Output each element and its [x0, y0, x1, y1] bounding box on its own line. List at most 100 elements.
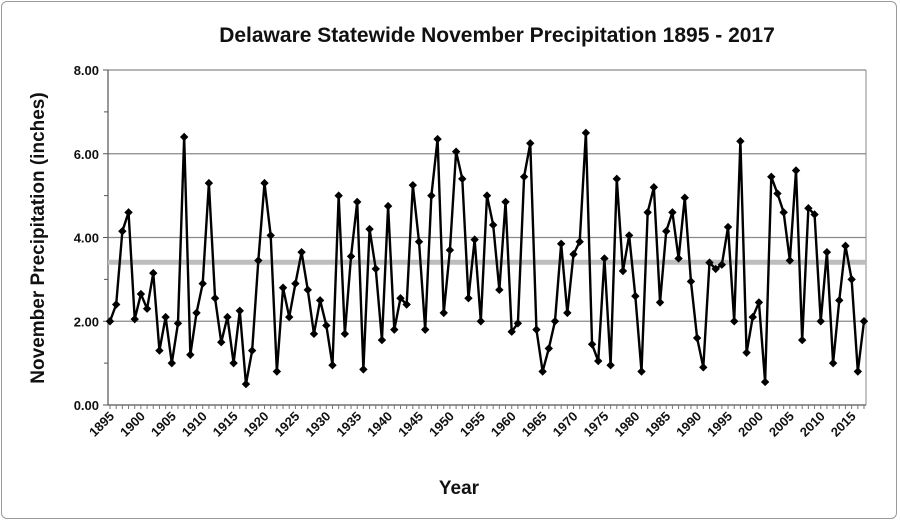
data-point-marker — [322, 321, 331, 330]
x-tick-label: 1935 — [333, 409, 364, 440]
x-tick-label: 1950 — [426, 409, 457, 440]
data-point-marker — [266, 231, 275, 240]
x-tick-label: 1910 — [179, 409, 210, 440]
data-point-marker — [359, 365, 368, 374]
data-point-marker — [779, 208, 788, 217]
data-point-marker — [161, 312, 170, 322]
data-point-marker — [495, 285, 504, 295]
data-point-marker — [124, 208, 133, 217]
data-point-marker — [130, 314, 139, 324]
data-point-marker — [853, 367, 863, 376]
x-tick-label: 1970 — [550, 409, 581, 440]
data-point-marker — [179, 132, 189, 142]
data-point-marker — [507, 327, 516, 336]
data-point-marker — [229, 358, 238, 368]
data-point-marker — [785, 256, 795, 265]
data-point-marker — [649, 183, 659, 192]
data-point-marker — [353, 197, 362, 207]
data-point-marker — [396, 294, 405, 303]
x-tick-label: 1930 — [302, 409, 333, 440]
data-point-marker — [692, 333, 702, 343]
data-point-marker — [637, 367, 646, 376]
data-point-marker — [655, 298, 665, 307]
x-tick-label: 1915 — [210, 409, 241, 440]
data-point-marker — [624, 231, 634, 240]
x-tick-label: 2000 — [735, 409, 766, 440]
data-point-marker — [705, 258, 714, 267]
x-tick-label: 1965 — [519, 409, 550, 440]
x-tick-label: 1980 — [611, 409, 642, 440]
x-tick-label: 1955 — [457, 409, 488, 440]
data-point-marker — [315, 296, 325, 305]
data-point-marker — [105, 317, 115, 326]
data-point-marker — [841, 241, 850, 251]
data-point-marker — [241, 379, 251, 389]
data-point-marker — [118, 227, 127, 236]
x-tick-label: 1905 — [148, 409, 179, 440]
data-point-marker — [458, 174, 467, 184]
data-point-marker — [662, 227, 671, 236]
x-tick-label: 2015 — [828, 409, 859, 440]
data-point-marker — [346, 252, 356, 261]
x-tick-label: 1920 — [241, 409, 272, 440]
data-point-marker — [699, 363, 708, 372]
data-point-marker — [730, 317, 739, 326]
data-point-marker — [612, 174, 621, 184]
data-point-marker — [538, 367, 547, 376]
data-point-marker — [433, 134, 442, 144]
data-point-marker — [427, 191, 436, 200]
data-point-marker — [247, 346, 257, 355]
data-point-marker — [680, 193, 689, 202]
data-point-marker — [736, 136, 745, 146]
data-point-marker — [217, 337, 226, 347]
data-point-marker — [451, 147, 461, 156]
x-tick-label: 1960 — [488, 409, 519, 440]
data-point-marker — [173, 319, 183, 328]
data-point-marker — [365, 224, 374, 234]
data-point-marker — [804, 203, 813, 213]
data-point-marker — [594, 356, 603, 366]
data-point-marker — [291, 279, 300, 288]
data-point-marker — [136, 289, 146, 299]
data-point-marker — [371, 264, 380, 274]
data-point-marker — [822, 247, 832, 257]
data-point-marker — [859, 317, 869, 326]
x-tick-label: 1895 — [86, 409, 117, 440]
data-point-marker — [674, 254, 683, 263]
data-point-marker — [334, 191, 343, 200]
data-point-marker — [383, 201, 393, 211]
y-tick-label: 8.00 — [74, 63, 99, 78]
data-point-marker — [767, 172, 776, 181]
data-point-marker — [686, 277, 696, 286]
data-point-marker — [556, 239, 566, 248]
data-point-marker — [445, 245, 455, 255]
data-point-marker — [223, 312, 232, 322]
data-point-marker — [835, 296, 844, 305]
x-tick-label: 1925 — [271, 409, 302, 440]
data-point-marker — [742, 348, 751, 357]
data-point-marker — [260, 178, 269, 188]
data-point-marker — [575, 237, 584, 246]
x-tick-label: 2010 — [797, 409, 828, 440]
x-tick-label: 1900 — [117, 409, 148, 440]
y-tick-label: 2.00 — [74, 314, 99, 329]
x-tick-label: 2005 — [766, 409, 797, 440]
data-point-marker — [810, 210, 819, 219]
data-point-marker — [773, 189, 782, 198]
data-point-marker — [600, 254, 609, 263]
data-point-marker — [340, 329, 350, 339]
data-point-marker — [482, 191, 492, 200]
data-point-marker — [155, 346, 164, 355]
data-point-marker — [303, 285, 312, 295]
x-tick-label: 1945 — [395, 409, 426, 440]
data-point-marker — [414, 237, 424, 246]
data-point-marker — [142, 304, 152, 313]
data-point-marker — [711, 264, 720, 274]
data-point-marker — [791, 166, 801, 175]
x-tick-label: 1985 — [642, 409, 673, 440]
data-point-marker — [618, 266, 628, 276]
data-point-marker — [748, 312, 757, 322]
x-tick-label: 1995 — [704, 409, 735, 440]
data-point-marker — [402, 300, 411, 309]
